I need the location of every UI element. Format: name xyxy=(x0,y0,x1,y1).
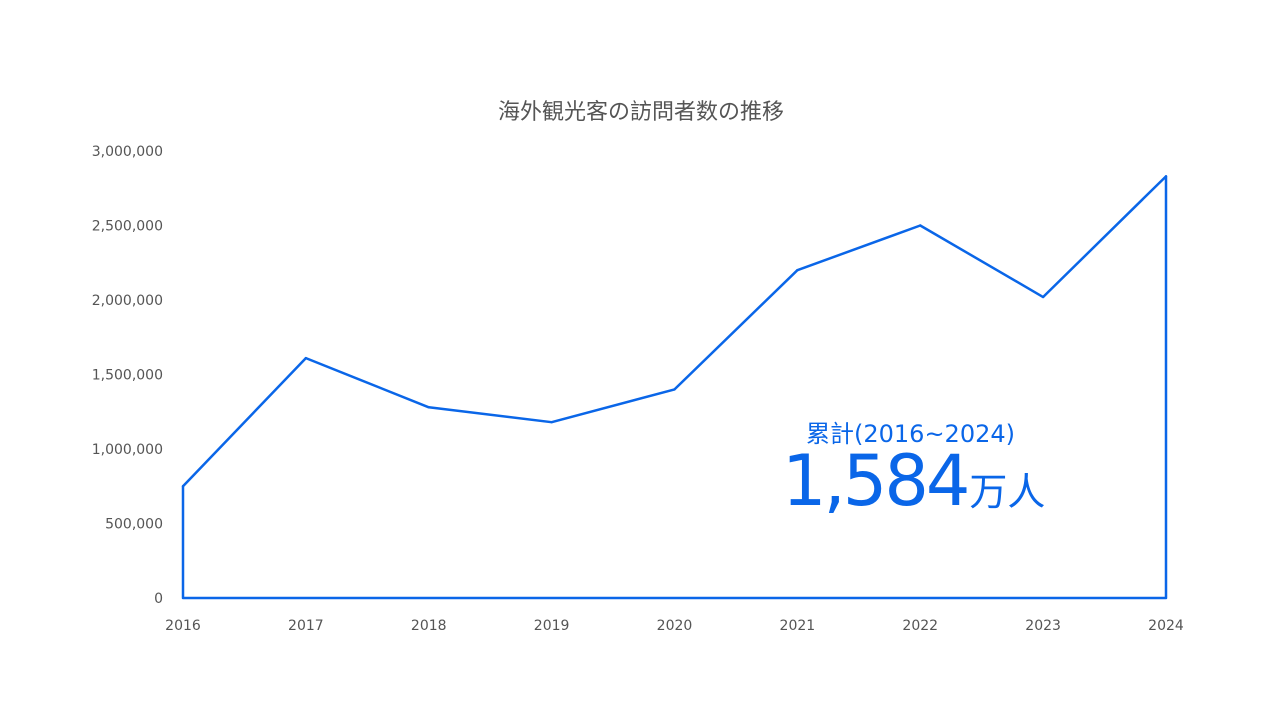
cumulative-unit: 万人 xyxy=(969,470,1046,514)
data-point xyxy=(919,224,922,227)
y-axis-ticks: 0 500,000 1,000,000 1,500,000 2,000,000 2,500… xyxy=(92,144,163,607)
x-tick-label: 2016 xyxy=(165,618,201,634)
cumulative-number: 1,584 xyxy=(782,440,970,522)
data-point xyxy=(304,356,308,360)
x-tick-label: 2017 xyxy=(288,618,324,634)
y-tick-label: 500,000 xyxy=(105,517,163,533)
data-point xyxy=(673,388,676,391)
x-tick-label: 2024 xyxy=(1148,618,1184,634)
y-tick-label: 1,500,000 xyxy=(92,368,163,384)
cumulative-label: 累計(2016~2024) xyxy=(806,420,1015,448)
cumulative-value: 1,584万人 xyxy=(782,446,1045,516)
data-point xyxy=(796,269,799,272)
data-point xyxy=(550,420,553,424)
y-tick-label: 0 xyxy=(154,591,163,607)
series-line xyxy=(181,175,1168,600)
data-point xyxy=(1041,295,1045,299)
x-tick-label: 2022 xyxy=(902,618,938,634)
x-tick-label: 2023 xyxy=(1025,618,1061,634)
data-point xyxy=(1164,175,1168,178)
x-tick-label: 2020 xyxy=(657,618,693,634)
plot-area xyxy=(181,175,1168,600)
data-point xyxy=(181,485,185,488)
x-axis-ticks: 2016 2017 2018 2019 2020 2021 2022 2023 2024 xyxy=(165,618,1184,634)
x-tick-label: 2019 xyxy=(534,618,570,634)
y-tick-label: 2,000,000 xyxy=(92,293,163,309)
data-point xyxy=(427,406,430,409)
y-tick-label: 3,000,000 xyxy=(92,144,163,160)
y-tick-label: 1,000,000 xyxy=(92,442,163,458)
chart-title: 海外観光客の訪問者数の推移 xyxy=(498,100,784,125)
x-tick-label: 2018 xyxy=(411,618,447,634)
y-tick-label: 2,500,000 xyxy=(92,219,163,235)
x-tick-label: 2021 xyxy=(780,618,816,634)
